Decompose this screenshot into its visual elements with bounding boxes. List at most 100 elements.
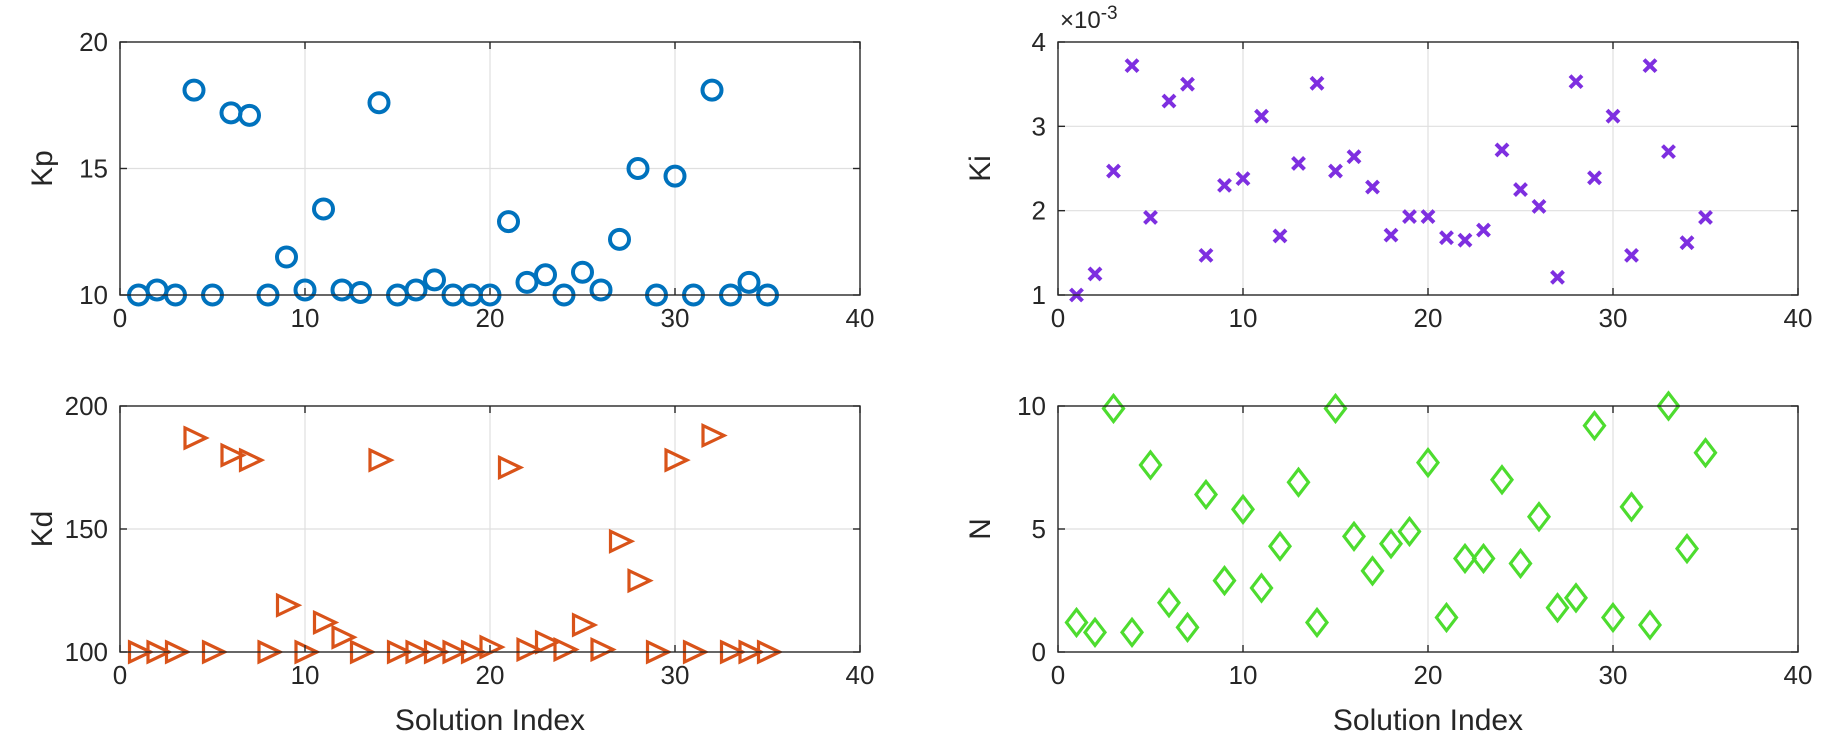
data-point [238,103,261,127]
data-point [1180,76,1195,92]
data-point [515,270,539,294]
y-tick-label: 5 [1032,514,1046,544]
y-axis-label: Kd [26,511,59,548]
axis-exponent-power: -3 [1101,3,1118,24]
y-tick-label: 200 [65,391,108,421]
data-point [1600,601,1626,634]
y-tick-label: 10 [1017,391,1046,421]
data-point [1489,464,1515,496]
data-point [1550,269,1565,285]
data-point [1656,390,1681,422]
data-point [516,637,543,663]
data-point [627,568,654,594]
data-point [1156,587,1182,619]
data-point [1619,491,1644,523]
data-point [497,454,525,481]
data-point [275,592,303,618]
x-tick-label: 10 [291,303,320,333]
data-point [1249,572,1274,604]
data-point [1309,75,1325,91]
data-point [1545,592,1570,624]
data-point [1254,108,1269,124]
data-point [1124,58,1140,74]
data-point [589,278,613,302]
data-point [1175,611,1200,644]
data-point [1267,530,1293,562]
x-tick-label: 30 [661,303,690,333]
data-point [1346,149,1362,165]
data-point [1513,182,1528,197]
y-tick-label: 0 [1032,637,1046,667]
data-point [1526,501,1552,533]
data-point [1378,528,1404,560]
data-point [368,447,395,473]
data-point [737,270,761,294]
x-tick-label: 40 [1784,303,1813,333]
x-tick-label: 10 [1229,303,1258,333]
data-point [423,268,446,292]
data-point [1605,108,1621,124]
x-tick-label: 40 [846,303,875,333]
y-tick-label: 1 [1032,280,1046,310]
x-tick-label: 40 [846,660,875,690]
x-tick-label: 0 [113,303,127,333]
y-axis-label: Ki [964,155,997,182]
data-point [1304,606,1330,639]
data-point [1563,582,1589,614]
data-point [312,609,340,636]
data-point [1286,466,1311,498]
data-point [1679,235,1695,251]
y-tick-label: 150 [65,514,108,544]
data-point [590,637,617,663]
data-point [1471,542,1496,575]
data-point [1119,616,1145,648]
x-tick-label: 30 [1599,660,1628,690]
data-point [293,278,317,302]
data-point [626,157,650,180]
y-tick-label: 100 [65,637,108,667]
data-point [534,629,562,655]
y-axis-label: Kp [26,150,59,187]
data-point [663,164,687,188]
x-axis-label: Solution Index [1333,704,1523,737]
x-tick-label: 0 [1051,303,1065,333]
x-tick-label: 40 [1784,660,1813,690]
data-point [571,612,599,638]
x-tick-label: 0 [1051,660,1065,690]
x-tick-label: 20 [1414,660,1443,690]
data-point [1365,179,1380,195]
data-point [534,263,557,287]
data-point [182,78,206,102]
data-point [1439,230,1454,246]
subplot-n: 0 10 20 30 40 0 5 10 N Solution Index [964,390,1813,737]
data-point [1341,520,1367,553]
data-point [1230,493,1256,525]
data-point [183,425,210,451]
x-tick-label: 20 [476,660,505,690]
data-point [1402,209,1417,224]
data-point [571,260,594,284]
data-point [1291,156,1306,171]
data-point [1143,209,1158,225]
data-point [1106,163,1121,179]
data-point [497,210,520,234]
data-point [1642,58,1658,74]
data-point [664,447,691,473]
data-point [1064,606,1089,639]
data-point [1415,446,1441,479]
x-tick-label: 0 [113,660,127,690]
data-point [1494,142,1510,158]
x-tick-label: 20 [476,303,505,333]
data-point [1235,171,1251,187]
data-point [1383,227,1399,243]
data-point [1434,601,1459,634]
data-point [1101,392,1126,425]
data-point [238,447,266,473]
data-point [349,280,372,304]
data-point [1193,478,1219,511]
x-tick-label: 10 [291,660,320,690]
data-point [367,91,391,115]
x-tick-label: 30 [1599,303,1628,333]
data-point [1138,449,1163,481]
